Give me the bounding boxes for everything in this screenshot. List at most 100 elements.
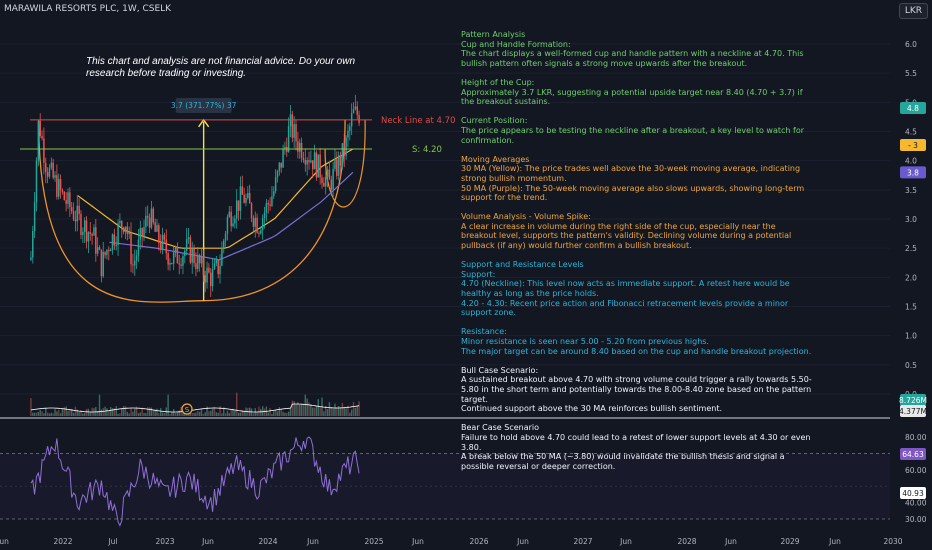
volume-bar	[58, 409, 60, 416]
candle-body	[187, 237, 190, 239]
volume-bar	[61, 409, 64, 416]
volume-bar	[82, 413, 84, 416]
last-price-badge: 4.8	[907, 104, 919, 113]
volume-bar	[113, 408, 116, 416]
candle-body	[35, 160, 38, 203]
volume-bar	[108, 410, 110, 416]
candle-body	[185, 238, 188, 251]
candle-body	[182, 255, 184, 266]
ma50-text: 50 MA (Purple): The 50-week moving avera…	[461, 183, 805, 203]
candle-body	[202, 256, 205, 276]
volume-bar	[282, 411, 284, 416]
candle-body	[313, 152, 316, 170]
volume-bar	[176, 411, 179, 416]
candle-body	[184, 250, 186, 256]
volume-bar	[152, 410, 154, 416]
candle-body	[141, 228, 143, 237]
rsi-tick-label: 60.00	[905, 466, 927, 475]
candle-body	[48, 167, 51, 177]
candle-body	[65, 200, 67, 204]
height-body: Approximately 3.7 LKR, suggesting a pote…	[461, 87, 803, 107]
candle-body	[263, 212, 266, 219]
volume-ma-badge-box	[900, 405, 926, 417]
measure-label-box	[175, 98, 232, 113]
volume-bar	[100, 409, 103, 416]
volume-bar	[341, 402, 344, 416]
candle-body	[265, 203, 268, 213]
currency-button[interactable]: LKR	[898, 3, 928, 19]
volume-bar	[276, 411, 279, 416]
pattern-title: Pattern Analysis	[461, 30, 526, 39]
candle-body	[336, 159, 338, 176]
candle-body	[76, 205, 79, 222]
volume-bar	[352, 401, 355, 416]
bull-title: Bull Case Scenario:	[461, 365, 539, 375]
candle-body	[96, 247, 99, 254]
candle-body	[324, 176, 327, 187]
volume-bar	[211, 408, 214, 416]
candle-body	[115, 245, 117, 247]
grid-lines	[0, 43, 890, 419]
volume-bar	[111, 408, 114, 416]
candle-body	[221, 247, 223, 266]
rsi-tick-label: 30.00	[905, 515, 927, 524]
candle-body	[284, 146, 286, 149]
rsi-tick-label: 40.00	[905, 499, 927, 508]
volume-bar	[234, 410, 236, 416]
volume-bar	[295, 404, 297, 416]
volume-bar	[132, 411, 134, 416]
volume-badge: 8.726M	[899, 396, 927, 405]
volume-bar	[271, 413, 273, 416]
candle-body	[304, 160, 307, 165]
volume-bar	[287, 411, 290, 416]
candle-body	[323, 183, 325, 187]
candle-body	[271, 196, 273, 206]
rsi-pane	[0, 436, 890, 527]
time-tick-label: 2029	[780, 537, 799, 546]
volume-ma-line	[30, 403, 360, 413]
price-tick-label: 3.0	[905, 215, 917, 224]
moving-averages	[77, 148, 354, 261]
neckline-label: Neck Line at 4.70	[381, 116, 455, 126]
volume-bar	[193, 413, 195, 416]
ma30-badge-box	[900, 139, 926, 151]
candle-body	[72, 211, 75, 220]
volume-bar	[208, 411, 210, 416]
volume-bar	[154, 409, 156, 416]
candle-body	[291, 114, 294, 138]
volume-bar	[141, 407, 143, 416]
volume-bar	[147, 407, 149, 416]
bull-text-2: Continued support above the 30 MA reinfo…	[461, 404, 723, 414]
volume-bar	[41, 411, 43, 416]
price-tick-label: 4.5	[905, 128, 917, 137]
volume-bar	[228, 413, 230, 416]
candle-body	[176, 246, 179, 264]
volume-bar	[317, 399, 319, 416]
candle-body	[50, 162, 53, 168]
volume-bar	[263, 408, 266, 416]
ma50-line	[109, 171, 354, 261]
volume-bar	[267, 412, 269, 416]
candle-body	[234, 218, 236, 224]
candle-body	[248, 192, 251, 204]
volume-bar	[158, 413, 160, 416]
price-tick-label: 0.5	[905, 361, 917, 370]
volume-bar	[63, 407, 65, 416]
volume-bar	[313, 407, 316, 416]
volume-bar	[297, 401, 299, 416]
candle-body	[267, 203, 269, 205]
height-title: Height of the Cup:	[461, 77, 535, 87]
disclaimer-note: This chart and analysis are not financia…	[86, 56, 356, 79]
candle-body	[146, 215, 149, 218]
volume-bar	[354, 407, 357, 416]
candle-body	[172, 252, 175, 264]
volume-bar	[300, 404, 303, 416]
volume-bar	[304, 394, 307, 416]
candle-body	[61, 189, 64, 192]
rsi-ma-badge-box	[900, 487, 926, 499]
candle-body	[128, 232, 130, 235]
volume-bar	[71, 408, 73, 416]
volume-bar	[172, 409, 175, 416]
volume-bar	[135, 406, 138, 416]
volume-bar	[89, 412, 91, 416]
